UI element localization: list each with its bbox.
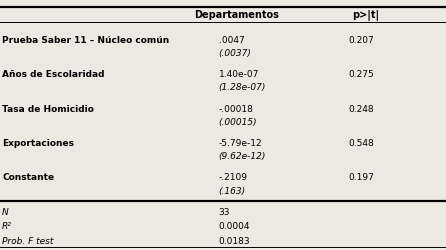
Text: 0.248: 0.248: [348, 104, 373, 113]
Text: (9.62e-12): (9.62e-12): [219, 152, 266, 160]
Text: (.00015): (.00015): [219, 117, 257, 126]
Text: 0.207: 0.207: [348, 36, 374, 45]
Text: p>|t|: p>|t|: [352, 10, 379, 20]
Text: N: N: [2, 207, 9, 216]
Text: Años de Escolaridad: Años de Escolaridad: [2, 70, 105, 79]
Text: (.163): (.163): [219, 186, 246, 195]
Text: -5.79e-12: -5.79e-12: [219, 138, 262, 147]
Text: -.00018: -.00018: [219, 104, 253, 113]
Text: 0.197: 0.197: [348, 173, 374, 182]
Text: 0.275: 0.275: [348, 70, 374, 79]
Text: 33: 33: [219, 207, 230, 216]
Text: 1.40e-07: 1.40e-07: [219, 70, 259, 79]
Text: .0047: .0047: [219, 36, 244, 45]
Text: Tasa de Homicidio: Tasa de Homicidio: [2, 104, 94, 113]
Text: Prob. F test: Prob. F test: [2, 236, 54, 245]
Text: 0.0004: 0.0004: [219, 221, 250, 230]
Text: -.2109: -.2109: [219, 173, 248, 182]
Text: R²: R²: [2, 221, 12, 230]
Text: Prueba Saber 11 – Núcleo común: Prueba Saber 11 – Núcleo común: [2, 36, 169, 45]
Text: (.0037): (.0037): [219, 49, 252, 58]
Text: 0.0183: 0.0183: [219, 236, 250, 245]
Text: (1.28e-07): (1.28e-07): [219, 83, 266, 92]
Text: 0.548: 0.548: [348, 138, 374, 147]
Text: Exportaciones: Exportaciones: [2, 138, 74, 147]
Text: Departamentos: Departamentos: [194, 10, 279, 20]
Text: Constante: Constante: [2, 173, 54, 182]
